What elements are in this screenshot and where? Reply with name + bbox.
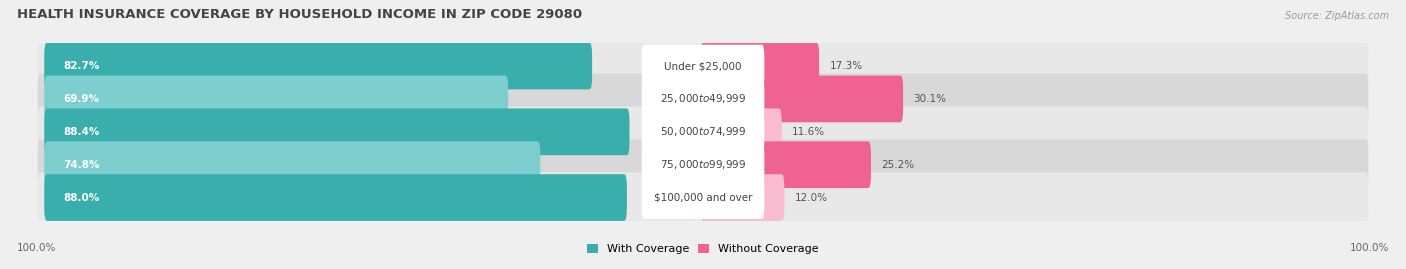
- FancyBboxPatch shape: [38, 139, 1368, 190]
- Legend: With Coverage, Without Coverage: With Coverage, Without Coverage: [588, 244, 818, 254]
- Text: 88.4%: 88.4%: [63, 127, 100, 137]
- FancyBboxPatch shape: [38, 74, 1368, 124]
- Text: 11.6%: 11.6%: [792, 127, 825, 137]
- FancyBboxPatch shape: [44, 141, 540, 188]
- FancyBboxPatch shape: [700, 141, 870, 188]
- FancyBboxPatch shape: [641, 111, 765, 153]
- FancyBboxPatch shape: [641, 77, 765, 120]
- Text: Under $25,000: Under $25,000: [664, 61, 742, 71]
- FancyBboxPatch shape: [38, 107, 1368, 157]
- FancyBboxPatch shape: [700, 43, 820, 89]
- FancyBboxPatch shape: [641, 176, 765, 219]
- Text: Source: ZipAtlas.com: Source: ZipAtlas.com: [1285, 11, 1389, 21]
- Text: $25,000 to $49,999: $25,000 to $49,999: [659, 93, 747, 105]
- Text: 17.3%: 17.3%: [830, 61, 863, 71]
- Text: HEALTH INSURANCE COVERAGE BY HOUSEHOLD INCOME IN ZIP CODE 29080: HEALTH INSURANCE COVERAGE BY HOUSEHOLD I…: [17, 8, 582, 21]
- FancyBboxPatch shape: [38, 172, 1368, 223]
- Text: 12.0%: 12.0%: [794, 193, 828, 203]
- Text: 30.1%: 30.1%: [914, 94, 946, 104]
- FancyBboxPatch shape: [641, 45, 765, 87]
- Text: $75,000 to $99,999: $75,000 to $99,999: [659, 158, 747, 171]
- Text: 69.9%: 69.9%: [63, 94, 100, 104]
- Text: 88.0%: 88.0%: [63, 193, 100, 203]
- FancyBboxPatch shape: [44, 43, 592, 89]
- Text: 100.0%: 100.0%: [17, 243, 56, 253]
- Text: 100.0%: 100.0%: [1350, 243, 1389, 253]
- Text: 82.7%: 82.7%: [63, 61, 100, 71]
- Text: 25.2%: 25.2%: [882, 160, 914, 170]
- FancyBboxPatch shape: [44, 76, 508, 122]
- Text: 74.8%: 74.8%: [63, 160, 100, 170]
- Text: $50,000 to $74,999: $50,000 to $74,999: [659, 125, 747, 138]
- FancyBboxPatch shape: [700, 174, 785, 221]
- FancyBboxPatch shape: [44, 174, 627, 221]
- FancyBboxPatch shape: [38, 41, 1368, 91]
- FancyBboxPatch shape: [44, 108, 630, 155]
- FancyBboxPatch shape: [641, 143, 765, 186]
- FancyBboxPatch shape: [700, 108, 782, 155]
- FancyBboxPatch shape: [700, 76, 903, 122]
- Text: $100,000 and over: $100,000 and over: [654, 193, 752, 203]
